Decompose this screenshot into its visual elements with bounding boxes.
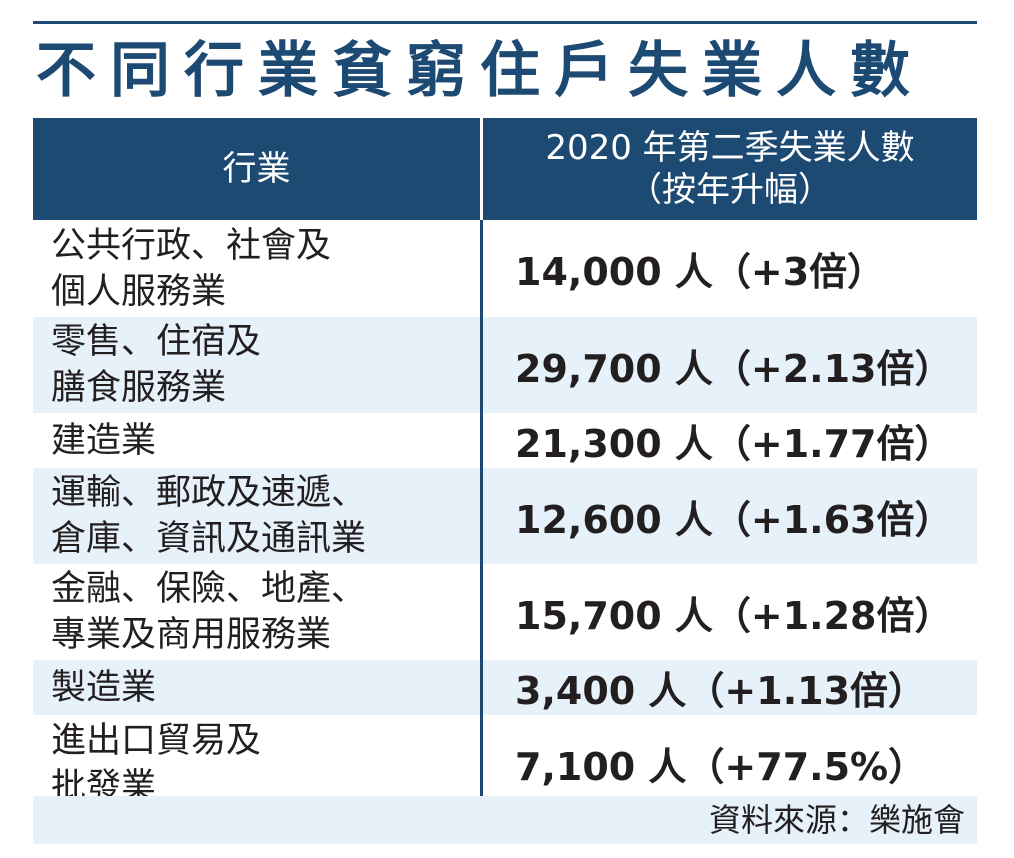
industry-line2: 個人服務業 xyxy=(51,271,227,312)
unemployment-table: 行業 2020 年第二季失業人數 （按年升幅） 公共行政、社會及 個人服務業 1… xyxy=(33,118,977,812)
table-row: 建造業 21,300 人（+1.77倍） xyxy=(33,413,977,468)
industry-line2: 專業及商用服務業 xyxy=(51,615,332,655)
value-cell: 12,600 人（+1.63倍） xyxy=(481,468,977,564)
industry-line2: 倉庫、資訊及通訊業 xyxy=(51,519,367,559)
source-note: 資料來源：樂施會 xyxy=(33,796,977,844)
table-row: 進出口貿易及 批發業 7,100 人（+77.5%） xyxy=(33,715,977,812)
industry-cell: 建造業 xyxy=(33,413,483,468)
industry-line1: 金融、保險、地產、 xyxy=(51,569,367,609)
value-cell: 29,700 人（+2.13倍） xyxy=(481,317,977,413)
header-value-line2: （按年升幅） xyxy=(628,170,832,210)
value-cell: 21,300 人（+1.77倍） xyxy=(515,422,953,466)
industry-cell: 金融、保險、地產、 專業及商用服務業 xyxy=(33,564,483,660)
industry-line1: 零售、住宿及 xyxy=(51,322,262,362)
industry-line2: 膳食服務業 xyxy=(51,368,227,408)
header-value-line1: 2020 年第二季失業人數 xyxy=(545,128,915,168)
industry-line1: 公共行政、社會及 xyxy=(51,225,332,266)
industry-line1: 製造業 xyxy=(51,667,157,708)
table-row: 零售、住宿及 膳食服務業 29,700 人（+2.13倍） xyxy=(33,317,977,413)
industry-cell: 運輸、郵政及速遞、 倉庫、資訊及通訊業 xyxy=(33,468,483,564)
header-value: 2020 年第二季失業人數 （按年升幅） xyxy=(481,118,977,220)
industry-cell: 進出口貿易及 批發業 xyxy=(33,715,483,812)
table-row: 金融、保險、地產、 專業及商用服務業 15,700 人（+1.28倍） xyxy=(33,564,977,660)
table-row: 運輸、郵政及速遞、 倉庫、資訊及通訊業 12,600 人（+1.63倍） xyxy=(33,468,977,564)
table-header-row: 行業 2020 年第二季失業人數 （按年升幅） xyxy=(33,118,977,220)
value-cell: 7,100 人（+77.5%） xyxy=(515,745,927,789)
industry-line1: 進出口貿易及 xyxy=(51,720,262,761)
industry-cell: 公共行政、社會及 個人服務業 xyxy=(33,220,483,317)
industry-cell: 零售、住宿及 膳食服務業 xyxy=(33,317,483,413)
industry-cell: 製造業 xyxy=(33,660,483,715)
value-cell: 14,000 人（+3倍） xyxy=(515,250,886,294)
table-row: 公共行政、社會及 個人服務業 14,000 人（+3倍） xyxy=(33,220,977,317)
page-title: 不同行業貧窮住戶失業人數 xyxy=(36,36,924,106)
industry-line1: 建造業 xyxy=(51,420,157,461)
value-cell: 15,700 人（+1.28倍） xyxy=(515,593,953,638)
table-row: 製造業 3,400 人（+1.13倍） xyxy=(33,660,977,715)
top-rule xyxy=(33,21,977,24)
header-industry: 行業 xyxy=(33,118,483,220)
value-cell: 3,400 人（+1.13倍） xyxy=(481,660,977,715)
industry-line1: 運輸、郵政及速遞、 xyxy=(51,473,367,513)
